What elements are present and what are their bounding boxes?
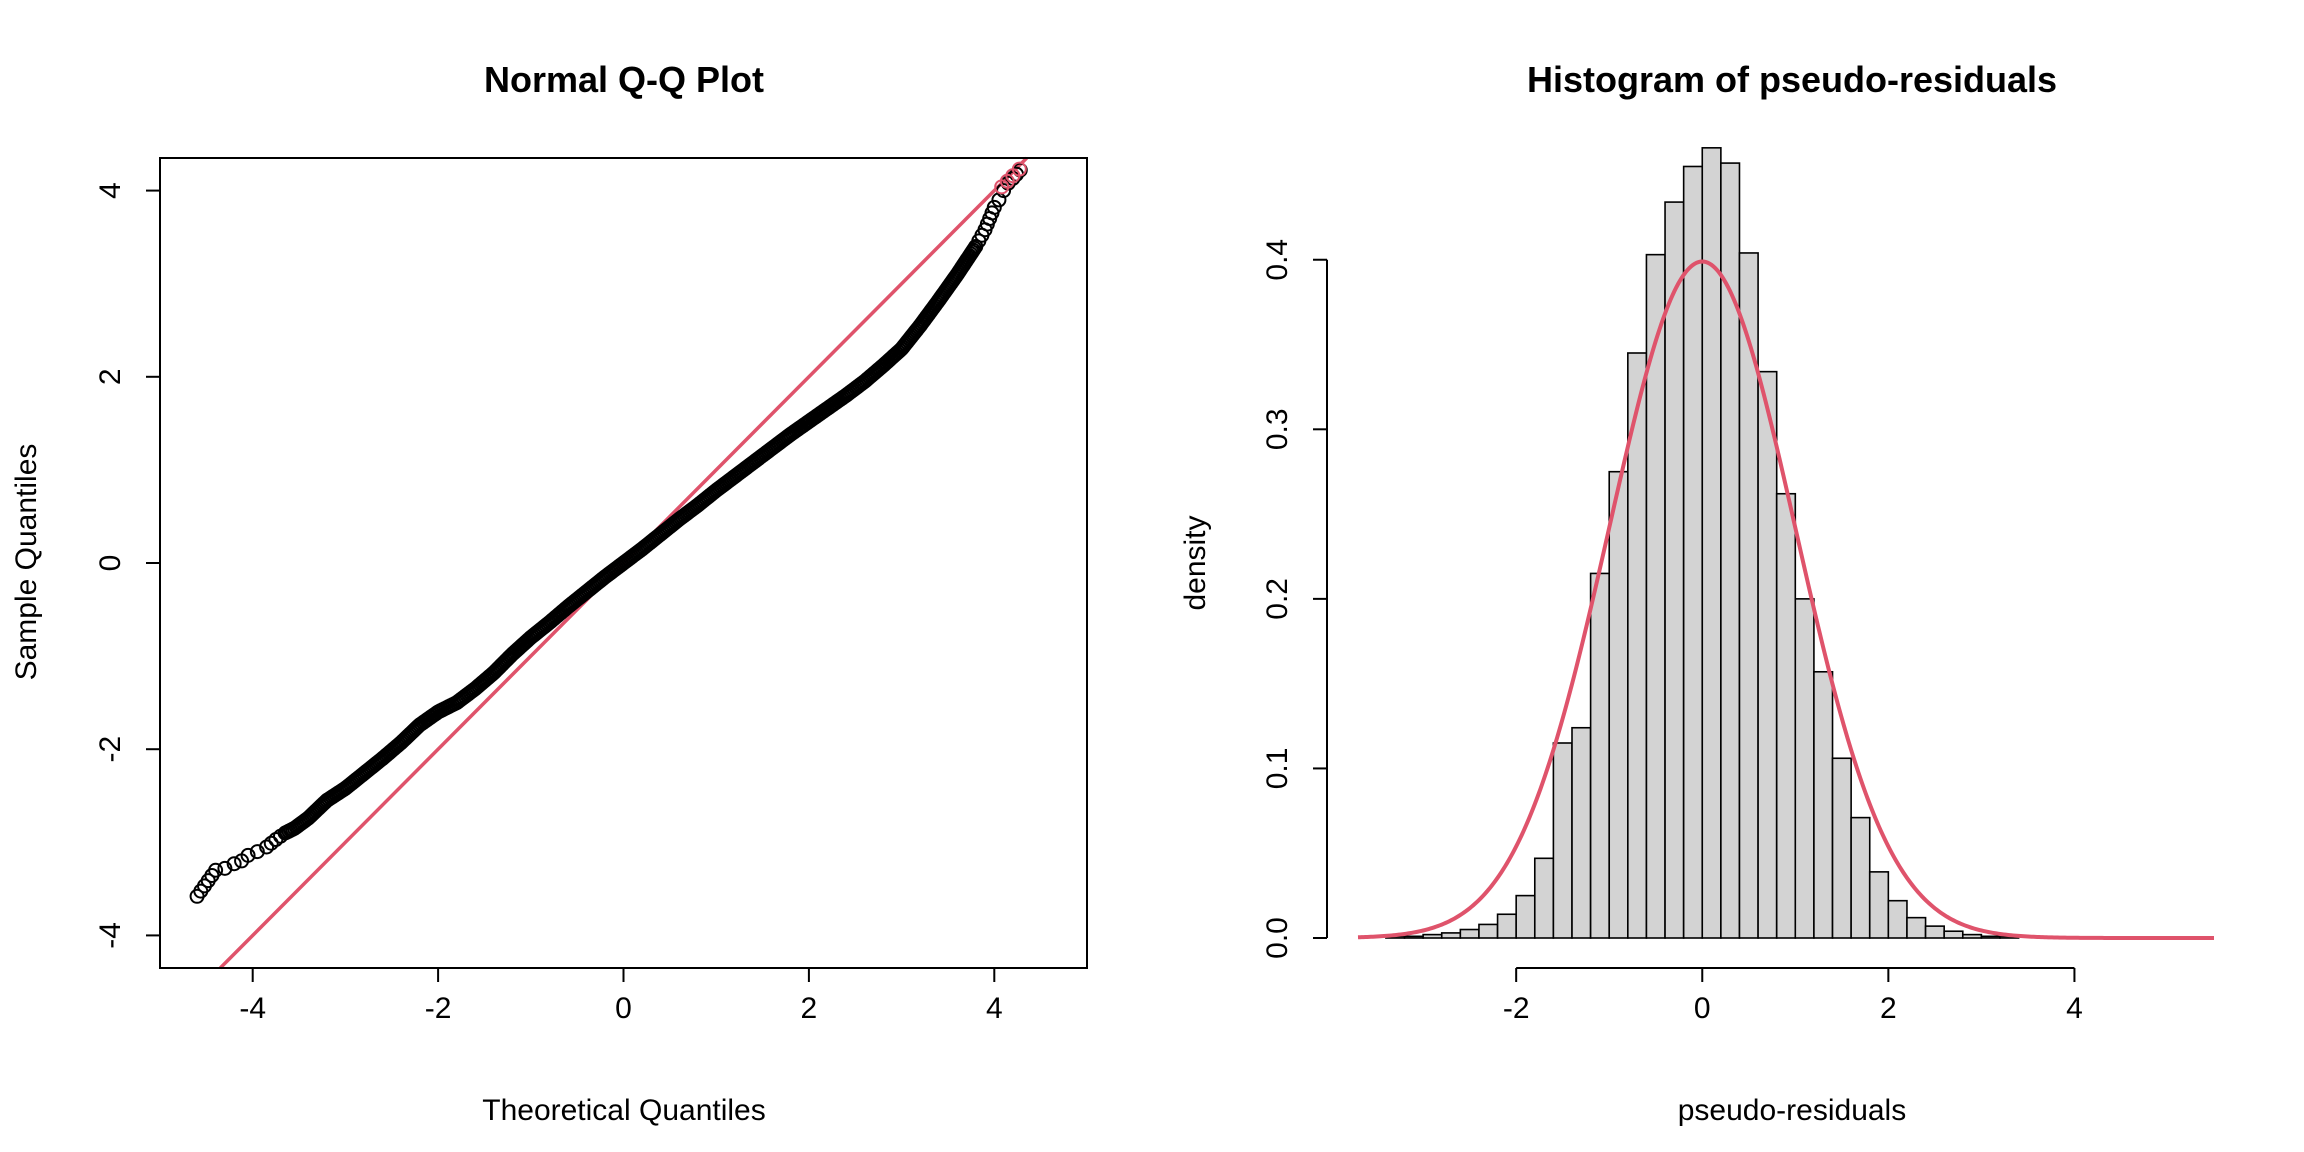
- histogram-y-tick-label-2: 0.2: [1261, 578, 1294, 620]
- qq-point: [226, 856, 242, 872]
- qq-x-tick-label-4: 4: [986, 992, 1003, 1025]
- histogram-bar: [1422, 933, 1443, 939]
- qq-y-tick-label-2: 0: [94, 555, 127, 572]
- qq-y-tick-label-0: -4: [94, 922, 127, 949]
- qq-plot-frame: [159, 157, 1088, 969]
- histogram-bar: [1757, 370, 1778, 939]
- histogram-bar: [1943, 930, 1964, 939]
- qq-y-tick-label-3: 2: [94, 368, 127, 385]
- histogram-bar: [1738, 252, 1759, 939]
- qq-point: [986, 199, 1002, 215]
- histogram-bar: [1906, 916, 1927, 939]
- histogram-bar: [1887, 899, 1908, 939]
- qq-point: [217, 860, 233, 876]
- qq-x-tick-label-1: -2: [425, 992, 452, 1025]
- qq-y-axis-label: Sample Quantiles: [10, 444, 43, 681]
- histogram-bar: [1961, 933, 1983, 939]
- histogram-bar: [1496, 913, 1517, 939]
- histogram-bar: [1980, 935, 2001, 939]
- histogram-bar: [1664, 201, 1685, 939]
- qq-point: [263, 835, 279, 851]
- histogram-bar: [1924, 925, 1945, 939]
- histogram-bar: [1515, 894, 1536, 939]
- qq-highlight-point: [1011, 161, 1027, 177]
- qq-x-tick-label-0: -4: [239, 992, 266, 1025]
- histogram-bar: [1552, 742, 1573, 939]
- histogram-axis-ticks: -2 0 2 4 0.0 0.1 0.2 0.3 0.4: [1261, 239, 2083, 1025]
- qq-x-tick-label-3: 2: [801, 992, 818, 1025]
- histogram-bar: [1459, 928, 1480, 939]
- qq-point: [249, 844, 265, 860]
- normal-density-curve: [1357, 259, 2214, 940]
- histogram-bar: [1868, 871, 1890, 939]
- histogram-bar: [1571, 726, 1592, 939]
- histogram-bar: [1850, 816, 1871, 939]
- histogram-bar: [1589, 572, 1611, 939]
- histogram-x-tick-label-0: -2: [1503, 992, 1530, 1025]
- histogram-bar: [1775, 492, 1797, 939]
- histogram-y-tick-label-3: 0.3: [1261, 408, 1294, 450]
- histogram-bar: [1608, 470, 1629, 939]
- histogram-panel: Histogram of pseudo-residuals pseudo-res…: [1179, 59, 2214, 1127]
- qq-plot-panel: Normal Q-Q Plot Theoretical Quantiles Sa…: [10, 59, 1088, 1127]
- histogram-bar: [1533, 857, 1555, 939]
- histogram-y-tick-label-0: 0.0: [1261, 917, 1294, 959]
- histogram-x-tick-label-1: 0: [1694, 992, 1711, 1025]
- qq-y-tick-label-1: -2: [94, 736, 127, 763]
- histogram-x-axis-label: pseudo-residuals: [1678, 1094, 1906, 1127]
- histogram-bar: [1682, 165, 1704, 939]
- histogram-x-tick-label-2: 2: [1880, 992, 1897, 1025]
- histogram-bar: [1831, 757, 1852, 939]
- histogram-bar: [1403, 935, 1424, 939]
- qq-x-axis-label: Theoretical Quantiles: [482, 1094, 765, 1127]
- qq-point: [259, 839, 275, 855]
- histogram-bar: [1813, 670, 1834, 939]
- histogram-bar: [1440, 932, 1462, 939]
- qq-y-tick-label-4: 4: [94, 182, 127, 199]
- histogram-bar: [1478, 923, 1499, 939]
- qq-x-tick-label-2: 0: [615, 992, 632, 1025]
- histogram-bar: [1794, 598, 1815, 939]
- qq-axis-ticks: -4 -2 0 2 4 -4 -2 0 2 4: [94, 182, 1003, 1025]
- qq-point: [208, 862, 224, 878]
- histogram-y-tick-label-1: 0.1: [1261, 748, 1294, 790]
- histogram-y-axis-label: density: [1179, 515, 1212, 610]
- histogram-x-tick-label-3: 4: [2066, 992, 2083, 1025]
- qq-plot-title: Normal Q-Q Plot: [484, 59, 764, 100]
- qq-point: [240, 847, 256, 863]
- histogram-title: Histogram of pseudo-residuals: [1527, 59, 2057, 100]
- normal-density-path: [1357, 259, 2214, 940]
- histogram-y-tick-label-4: 0.4: [1261, 239, 1294, 281]
- histogram-bars: [1385, 147, 2020, 939]
- qq-points: [189, 161, 1028, 904]
